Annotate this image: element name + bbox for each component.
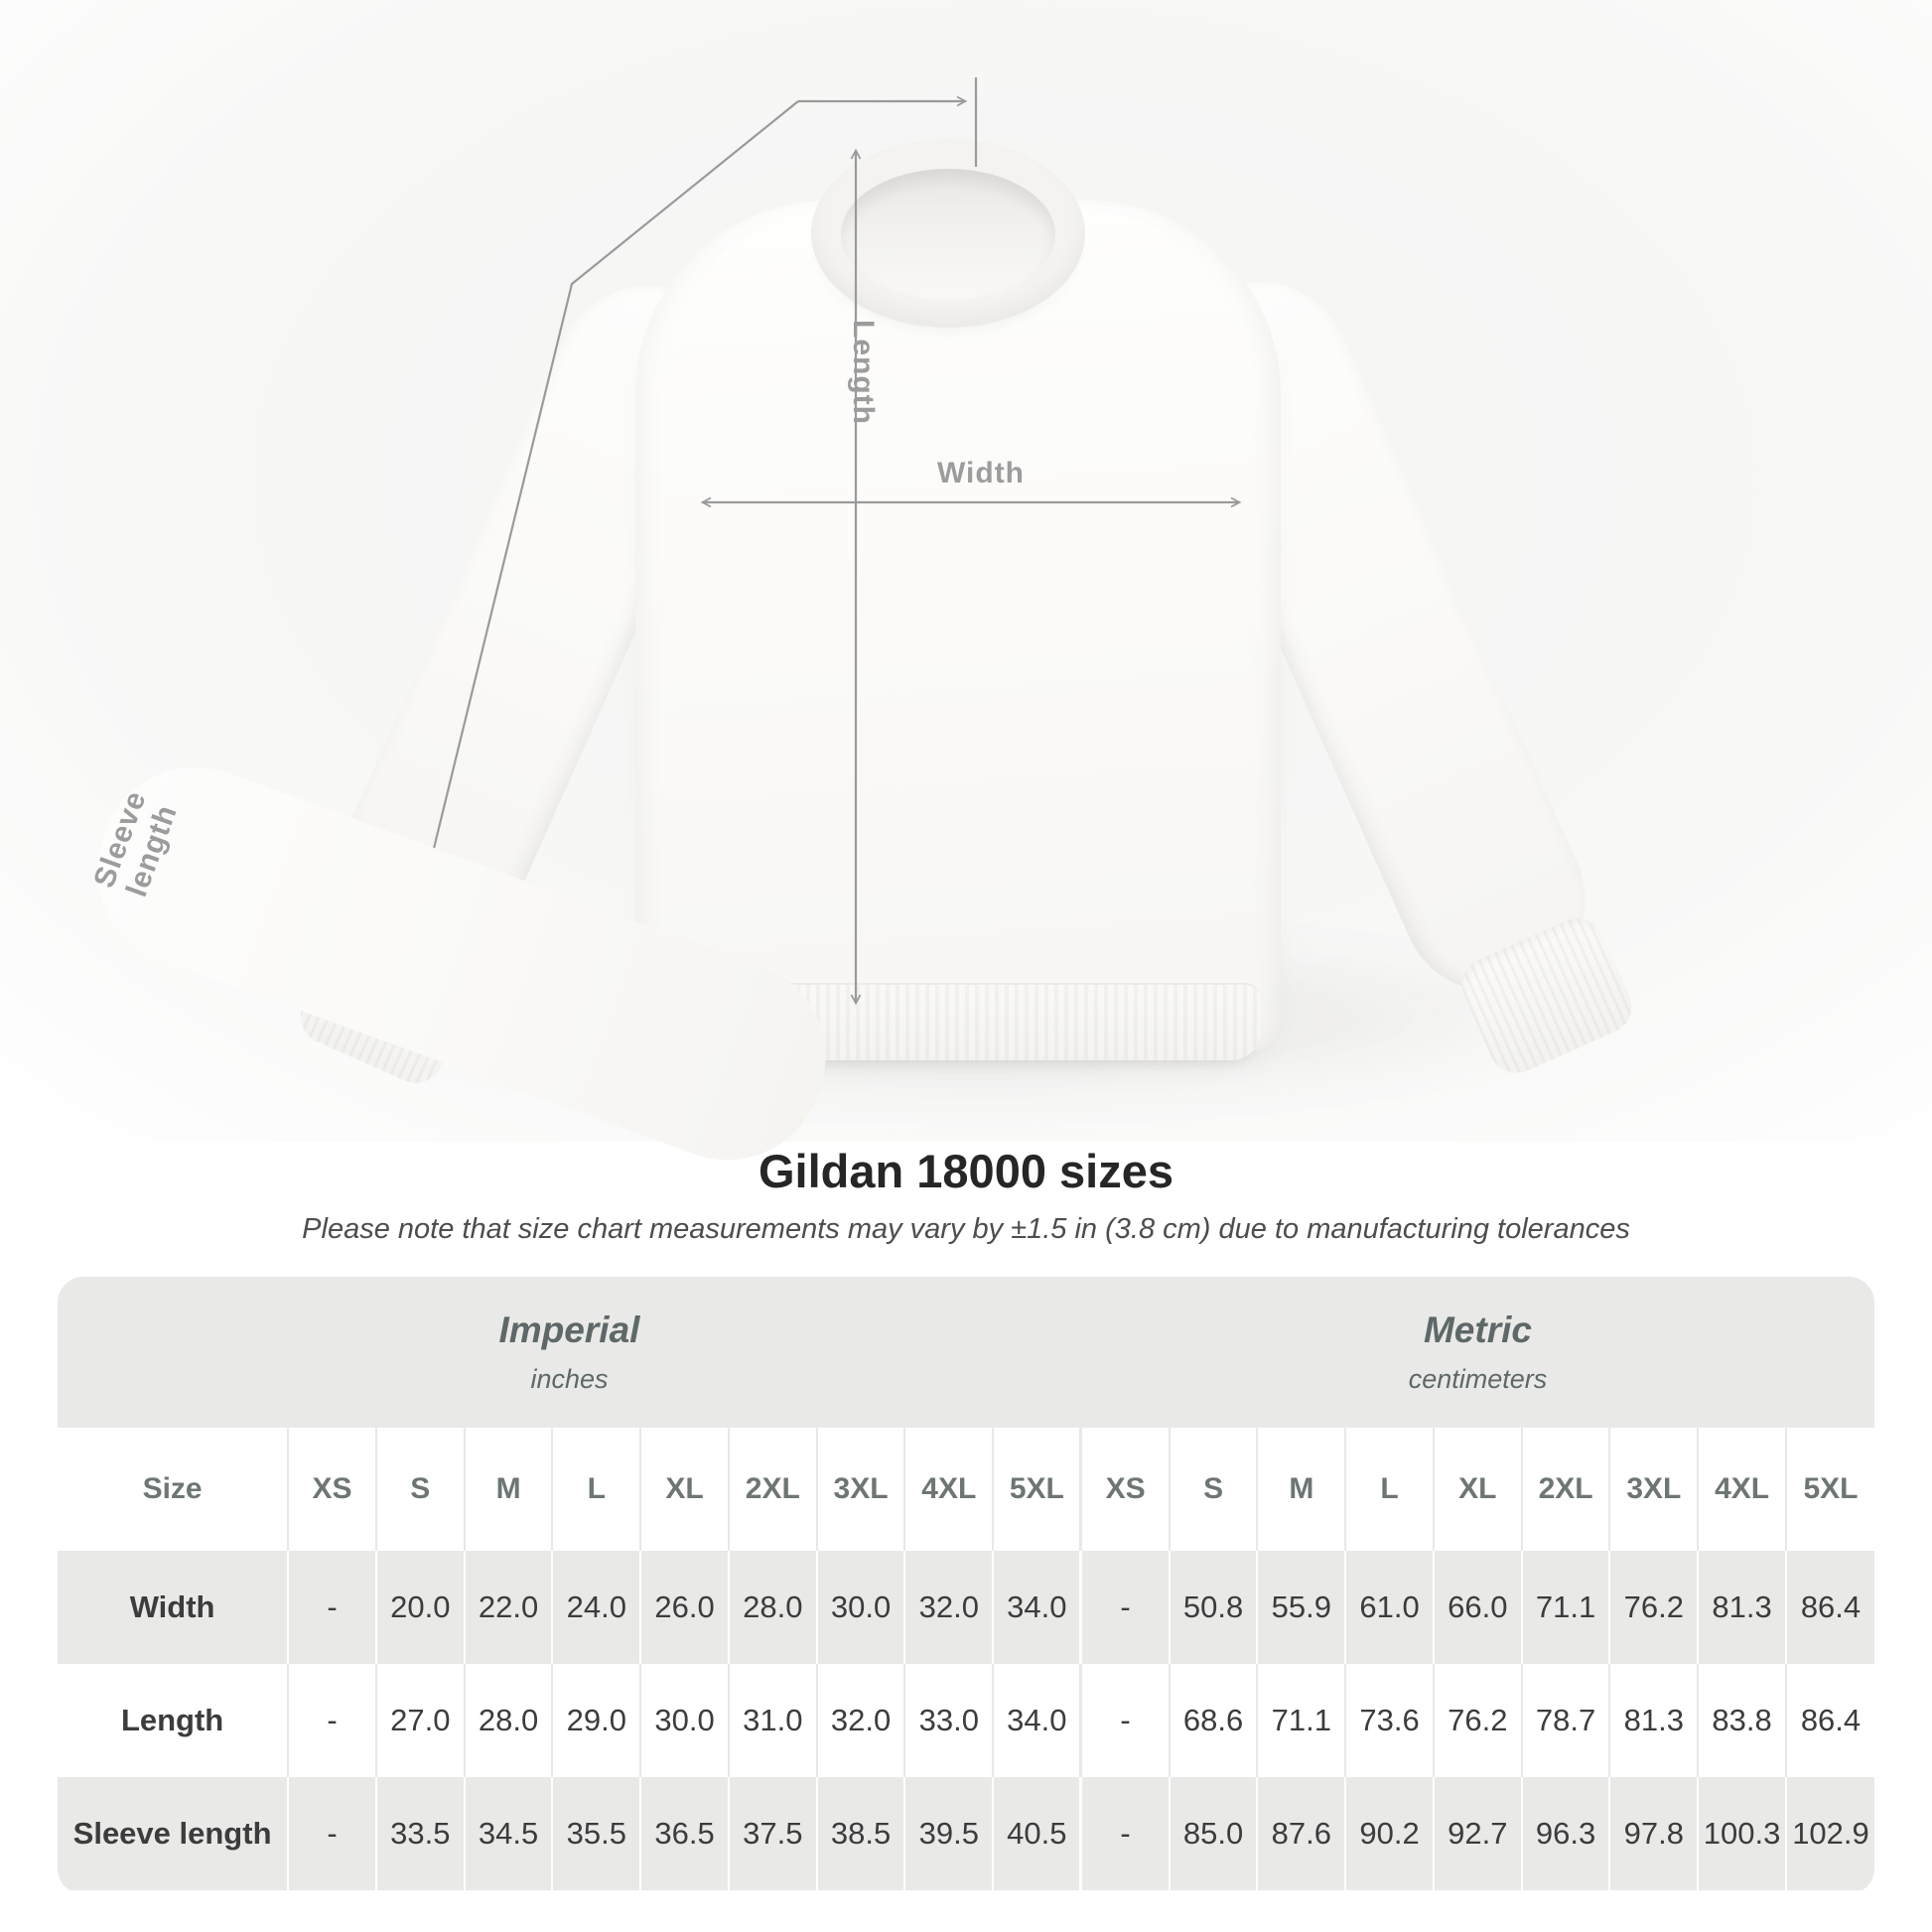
size-column-header: 5XL (1784, 1428, 1874, 1551)
sweatshirt-collar-opening (841, 169, 1055, 300)
value-cell-imperial: 34.5 (463, 1777, 553, 1890)
value-cell-metric: 71.1 (1256, 1664, 1346, 1777)
value-cell-metric: 102.9 (1784, 1777, 1874, 1890)
size-column-header: L (1344, 1428, 1434, 1551)
value-cell-metric: 71.1 (1520, 1551, 1610, 1664)
metric-header-cell: Metric centimeters (1080, 1277, 1874, 1428)
value-cell-imperial: 31.0 (727, 1664, 817, 1777)
table-row: Length -27.0 28.0 29.0 30.0 31.0 32.0 33.0 34.0-… (58, 1664, 1874, 1777)
size-column-header: 3XL (1608, 1428, 1699, 1551)
value-cell-metric: 90.2 (1344, 1777, 1434, 1890)
sweatshirt-body (635, 201, 1281, 1052)
value-cell-metric: 86.4 (1784, 1551, 1874, 1664)
value-cell-imperial: 30.0 (639, 1664, 729, 1777)
value-cell-imperial: 24.0 (551, 1551, 641, 1664)
tolerance-note: Please note that size chart measurements… (302, 1213, 1630, 1245)
metric-unit-label: centimeters (1408, 1364, 1548, 1394)
sleeve-length-arrow (391, 100, 799, 1010)
value-cell-metric: 85.0 (1168, 1777, 1258, 1890)
value-cell-imperial: 27.0 (374, 1664, 465, 1777)
value-cell-imperial: - (287, 1664, 376, 1777)
value-cell-imperial: 33.0 (903, 1664, 994, 1777)
value-cell-metric: - (1079, 1777, 1170, 1890)
measurement-arrows (346, 77, 1242, 1052)
size-column-header: 5XL (992, 1428, 1081, 1551)
value-cell-imperial: 34.0 (992, 1551, 1081, 1664)
value-cell-imperial: 32.0 (815, 1664, 905, 1777)
size-column-header: 3XL (815, 1428, 905, 1551)
value-cell-metric: 76.2 (1608, 1551, 1699, 1664)
value-cell-imperial: - (287, 1551, 376, 1664)
size-column-header: XL (639, 1428, 729, 1551)
row-label-cell: Width (58, 1551, 289, 1664)
value-cell-metric: 97.8 (1608, 1777, 1699, 1890)
unit-header-row: Imperial inches Metric centimeters (58, 1277, 1874, 1428)
value-cell-metric: 100.3 (1697, 1777, 1786, 1890)
value-cell-metric: 96.3 (1520, 1777, 1610, 1890)
product-photo: Length Width Sleeve length (0, 0, 1932, 1187)
value-cell-metric: 76.2 (1432, 1664, 1522, 1777)
size-column-header: 4XL (1697, 1428, 1786, 1551)
size-table-grid: Imperial inches Metric centimeters Size XS S M L… (58, 1277, 1874, 1890)
size-column-header: XS (1079, 1428, 1170, 1551)
size-column-header: S (1168, 1428, 1258, 1551)
value-cell-imperial: 38.5 (815, 1777, 905, 1890)
value-cell-imperial: 30.0 (815, 1551, 905, 1664)
table-row: Width -20.0 22.0 24.0 26.0 28.0 30.0 32.0 34.0-5… (58, 1551, 1874, 1664)
value-cell-metric: 81.3 (1608, 1664, 1699, 1777)
table-row: Sleeve length -33.5 34.5 35.5 36.5 37.5 38.5 39… (58, 1777, 1874, 1890)
size-column-header: M (463, 1428, 553, 1551)
value-cell-metric: 55.9 (1256, 1551, 1346, 1664)
value-cell-imperial: 34.0 (992, 1664, 1081, 1777)
size-table: Imperial inches Metric centimeters Size XS S M L… (58, 1277, 1874, 1894)
imperial-label: Imperial (498, 1310, 640, 1350)
value-cell-imperial: 33.5 (374, 1777, 465, 1890)
value-cell-metric: 73.6 (1344, 1664, 1434, 1777)
imperial-unit-label: inches (530, 1364, 609, 1394)
value-cell-imperial: 22.0 (463, 1551, 553, 1664)
value-cell-metric: - (1079, 1551, 1170, 1664)
value-cell-imperial: - (287, 1777, 376, 1890)
size-column-header: 4XL (903, 1428, 994, 1551)
value-cell-imperial: 37.5 (727, 1777, 817, 1890)
value-cell-metric: 92.7 (1432, 1777, 1522, 1890)
width-measurement-label: Width (936, 457, 1026, 489)
row-label-cell: Length (58, 1664, 289, 1777)
value-cell-metric: 78.7 (1520, 1664, 1610, 1777)
value-cell-imperial: 40.5 (992, 1777, 1081, 1890)
size-column-header: 2XL (1520, 1428, 1610, 1551)
value-cell-metric: 68.6 (1168, 1664, 1258, 1777)
value-cell-metric: 86.4 (1784, 1664, 1874, 1777)
value-cell-imperial: 28.0 (727, 1551, 817, 1664)
size-column-header: 2XL (727, 1428, 817, 1551)
size-column-header: XS (287, 1428, 376, 1551)
length-measurement-label: Length (847, 320, 880, 425)
imperial-header-cell: Imperial inches (58, 1277, 1081, 1428)
value-cell-imperial: 35.5 (551, 1777, 641, 1890)
size-header-cell: Size (58, 1428, 289, 1551)
page-title: Gildan 18000 sizes (758, 1145, 1174, 1197)
size-header-row: Size XS S M L XL 2XL 3XL 4XL 5XL XS S M L XL 2XL 3XL 4XL 5… (58, 1428, 1874, 1551)
value-cell-imperial: 32.0 (903, 1551, 994, 1664)
size-column-header: L (551, 1428, 641, 1551)
size-column-header: XL (1432, 1428, 1522, 1551)
value-cell-imperial: 39.5 (903, 1777, 994, 1890)
metric-label: Metric (1423, 1310, 1532, 1350)
value-cell-imperial: 26.0 (639, 1551, 729, 1664)
value-cell-metric: - (1079, 1664, 1170, 1777)
value-cell-metric: 66.0 (1432, 1551, 1522, 1664)
value-cell-metric: 87.6 (1256, 1777, 1346, 1890)
row-label-cell: Sleeve length (58, 1777, 289, 1890)
value-cell-imperial: 28.0 (463, 1664, 553, 1777)
value-cell-imperial: 29.0 (551, 1664, 641, 1777)
value-cell-metric: 83.8 (1697, 1664, 1786, 1777)
value-cell-metric: 81.3 (1697, 1551, 1786, 1664)
value-cell-imperial: 20.0 (374, 1551, 465, 1664)
size-column-header: M (1256, 1428, 1346, 1551)
value-cell-metric: 50.8 (1168, 1551, 1258, 1664)
value-cell-imperial: 36.5 (639, 1777, 729, 1890)
size-column-header: S (374, 1428, 465, 1551)
value-cell-metric: 61.0 (1344, 1551, 1434, 1664)
